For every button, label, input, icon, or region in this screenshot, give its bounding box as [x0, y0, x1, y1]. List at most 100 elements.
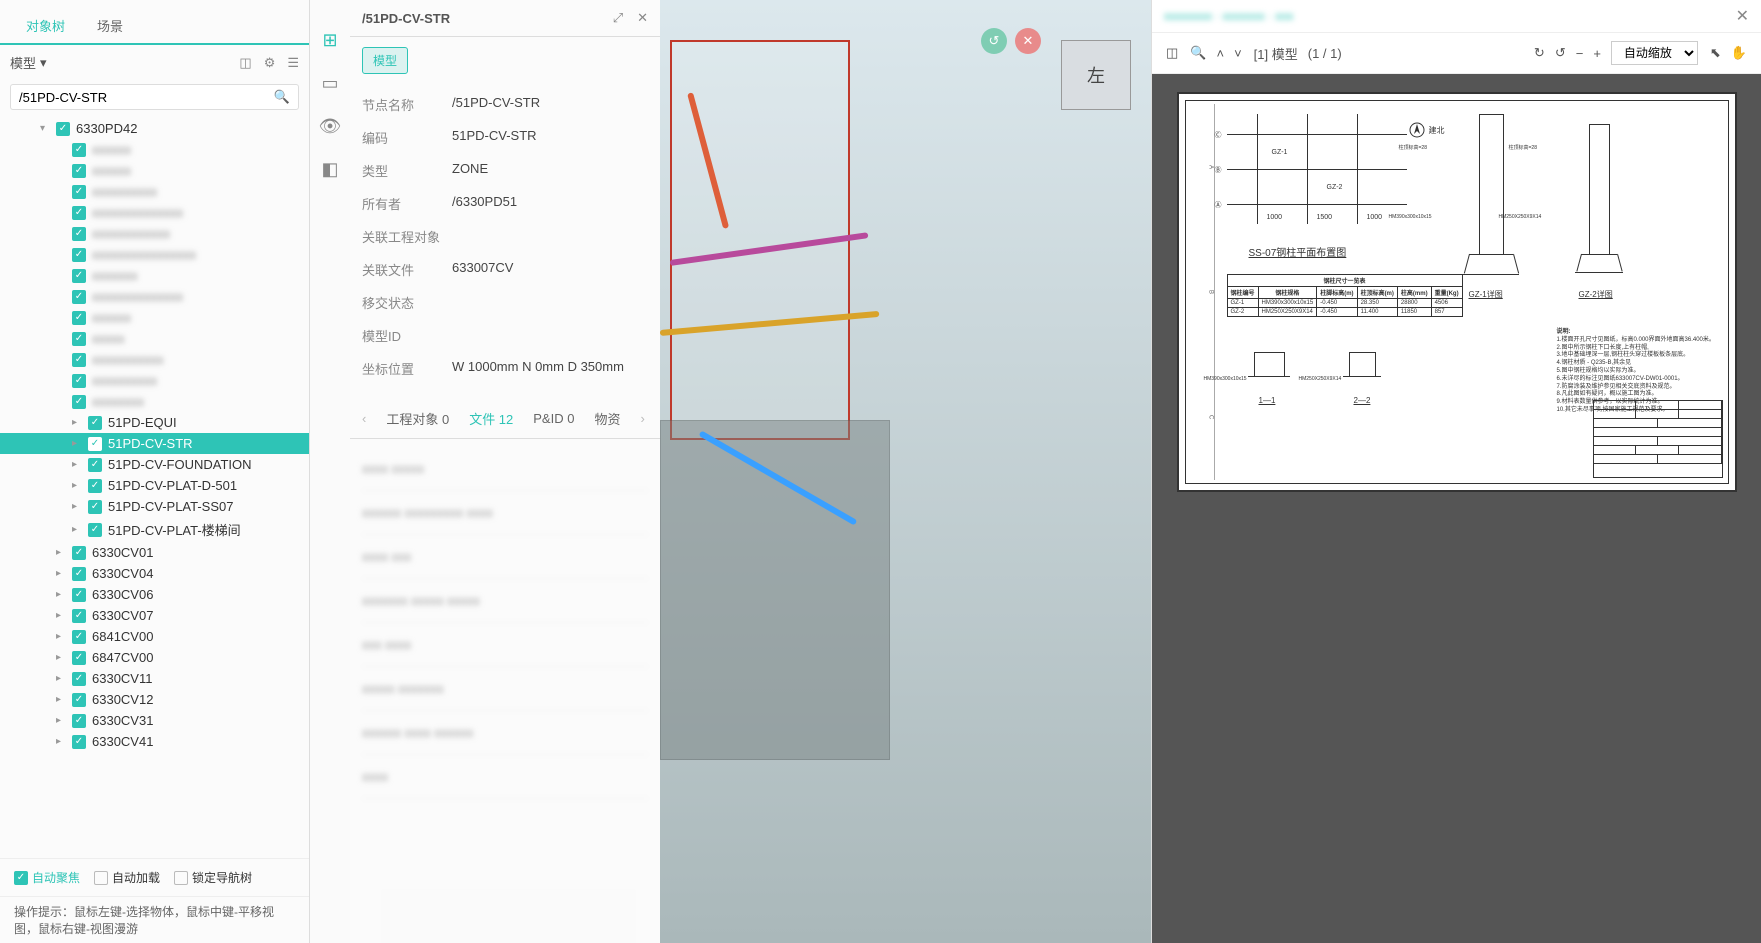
rotate-ccw-icon[interactable]: ↺ [1555, 45, 1566, 61]
tree-node[interactable]: ✓ xxxxxxxxxxxxxx [0, 202, 309, 223]
hand-icon[interactable]: ✋ [1731, 45, 1747, 61]
tree-node[interactable]: ✓ xxxxxxxxxxxx [0, 223, 309, 244]
zoom-select[interactable]: 自动缩放 [1611, 41, 1698, 65]
up-icon[interactable]: ˄ [1216, 46, 1224, 61]
checkbox[interactable]: ✓ [88, 523, 102, 537]
tree-node[interactable]: ✓ xxxxxxxx [0, 391, 309, 412]
checkbox[interactable]: ✓ [72, 248, 86, 262]
checkbox[interactable]: ✓ [72, 395, 86, 409]
checkbox[interactable]: ✓ [72, 546, 86, 560]
checkbox[interactable]: ✓ [72, 332, 86, 346]
tree-node[interactable]: ✓ xxxxxx [0, 160, 309, 181]
checkbox[interactable]: ✓ [72, 143, 86, 157]
tree-node[interactable]: ✓ xxxxxxxxxx [0, 181, 309, 202]
tree-node[interactable]: ▸ ✓ 6330CV31 [0, 710, 309, 731]
tree-node[interactable]: ▸ ✓ 6847CV00 [0, 647, 309, 668]
file-item[interactable]: xxxxxx xxxx xxxxxx [362, 711, 648, 755]
checkbox[interactable]: ✓ [72, 374, 86, 388]
tree-node[interactable]: ▸ ✓ 51PD-CV-PLAT-SS07 [0, 496, 309, 517]
down-icon[interactable]: ˅ [1234, 46, 1242, 61]
doc-viewer[interactable]: ABC 建北 Ⓒ Ⓑ Ⓐ GZ-1 GZ-2 1000 1500 [1152, 74, 1761, 943]
filter-icon[interactable]: ☰ [287, 55, 299, 71]
checkbox[interactable]: ✓ [72, 164, 86, 178]
tree-node[interactable]: ▸ ✓ 6330CV11 [0, 668, 309, 689]
checkbox[interactable]: ✓ [72, 185, 86, 199]
search-icon[interactable]: 🔍 [274, 89, 290, 105]
checkbox[interactable]: ✓ [88, 437, 102, 451]
tree-node[interactable]: ▸ ✓ 6330CV07 [0, 605, 309, 626]
tree-node[interactable]: ✓ xxxxxx [0, 139, 309, 160]
checkbox[interactable]: ✓ [72, 290, 86, 304]
subtab[interactable]: P&ID 0 [533, 411, 574, 426]
tree-node[interactable]: ▸ ✓ 51PD-CV-PLAT-楼梯间 [0, 517, 309, 542]
checkbox[interactable]: ✓ [72, 311, 86, 325]
file-list[interactable]: xxxx xxxxx xxxxxx xxxxxxxxx xxxx xxxx xx… [350, 439, 660, 943]
option-自动聚焦[interactable]: ✓自动聚焦 [14, 869, 80, 886]
model-dropdown[interactable]: 模型 ▾ [10, 53, 47, 72]
option-自动加载[interactable]: 自动加载 [94, 869, 160, 886]
zoom-in-icon[interactable]: + [1593, 46, 1601, 61]
checkbox[interactable]: ✓ [72, 672, 86, 686]
subtab[interactable]: 文件 12 [469, 409, 513, 428]
checkbox[interactable]: ✓ [72, 588, 86, 602]
checkbox[interactable]: ✓ [88, 500, 102, 514]
checkbox[interactable]: ✓ [72, 630, 86, 644]
tree-node[interactable]: ▸ ✓ 6330CV04 [0, 563, 309, 584]
layer-icon[interactable]: ◧ [321, 159, 338, 180]
checkbox[interactable]: ✓ [56, 122, 70, 136]
checkbox[interactable]: ✓ [72, 269, 86, 283]
tree-node[interactable]: ▸ ✓ 6330CV01 [0, 542, 309, 563]
tree-node[interactable]: ▸ ✓ 6841CV00 [0, 626, 309, 647]
checkbox[interactable]: ✓ [88, 458, 102, 472]
view-cube[interactable]: 左 [1061, 40, 1131, 110]
tree-node[interactable]: ▸ ✓ 6330CV12 [0, 689, 309, 710]
checkbox[interactable]: ✓ [88, 479, 102, 493]
checkbox[interactable]: ✓ [72, 353, 86, 367]
cube-icon[interactable]: ◫ [239, 55, 251, 71]
tab-object-tree[interactable]: 对象树 [10, 8, 81, 43]
checkbox[interactable]: ✓ [72, 609, 86, 623]
tree-node[interactable]: ▸ ✓ 51PD-CV-FOUNDATION [0, 454, 309, 475]
checkbox[interactable]: ✓ [72, 651, 86, 665]
checkbox[interactable]: ✓ [72, 567, 86, 581]
tree-node[interactable]: ✓ xxxxxxxxxxxxxxxx [0, 244, 309, 265]
tree-node[interactable]: ✓ xxxxxx [0, 307, 309, 328]
tab-scene[interactable]: 场景 [81, 8, 139, 43]
file-item[interactable]: xxxx xxx [362, 535, 648, 579]
checkbox[interactable]: ✓ [72, 206, 86, 220]
checkbox[interactable]: ✓ [72, 735, 86, 749]
file-item[interactable]: xxxx xxxxx [362, 447, 648, 491]
prev-tab-icon[interactable]: ‹ [362, 411, 366, 426]
object-tree[interactable]: ▾ ✓ 6330PD42 ✓ xxxxxx ✓ xxxxxx ✓ xxxxxxx… [0, 114, 309, 858]
checkbox[interactable]: ✓ [72, 227, 86, 241]
tree-node[interactable]: ▸ ✓ 51PD-CV-STR [0, 433, 309, 454]
checkbox[interactable]: ✓ [72, 714, 86, 728]
tree-node[interactable]: ✓ xxxxxxxxxxx [0, 349, 309, 370]
tree-node[interactable]: ▸ ✓ 6330CV06 [0, 584, 309, 605]
tree-node[interactable]: ▸ ✓ 51PD-EQUI [0, 412, 309, 433]
file-item[interactable]: xxxx [362, 755, 648, 799]
subtab[interactable]: 物资 [594, 409, 620, 428]
tree-node[interactable]: ▾ ✓ 6330PD42 [0, 118, 309, 139]
tree-icon[interactable]: ⊞ [322, 30, 337, 51]
rotate-cw-icon[interactable]: ↻ [1534, 45, 1545, 61]
tree-node[interactable]: ✓ xxxxxxx [0, 265, 309, 286]
expand-icon[interactable]: ⤢ [613, 10, 623, 26]
close-drawing-icon[interactable]: ✕ [1736, 6, 1749, 26]
search-doc-icon[interactable]: 🔍 [1190, 45, 1206, 61]
list-icon[interactable]: ▭ [321, 73, 338, 94]
pointer-icon[interactable]: ⬉ [1710, 45, 1721, 61]
tree-node[interactable]: ✓ xxxxx [0, 328, 309, 349]
gear-icon[interactable]: ⚙ [264, 55, 276, 71]
option-锁定导航树[interactable]: 锁定导航树 [174, 869, 252, 886]
subtab[interactable]: 工程对象 0 [386, 409, 449, 428]
sidebar-toggle-icon[interactable]: ◫ [1166, 45, 1178, 61]
checkbox[interactable]: ✓ [88, 416, 102, 430]
close-icon[interactable]: ✕ [637, 10, 648, 26]
file-item[interactable]: xxxxx xxxxxxx [362, 667, 648, 711]
checkbox[interactable]: ✓ [72, 693, 86, 707]
3d-viewport[interactable]: ↺ ✕ 左 [660, 0, 1151, 943]
next-tab-icon[interactable]: › [640, 411, 644, 426]
tool-button-2[interactable]: ✕ [1015, 28, 1041, 54]
tree-node[interactable]: ✓ xxxxxxxxxxxxxx [0, 286, 309, 307]
